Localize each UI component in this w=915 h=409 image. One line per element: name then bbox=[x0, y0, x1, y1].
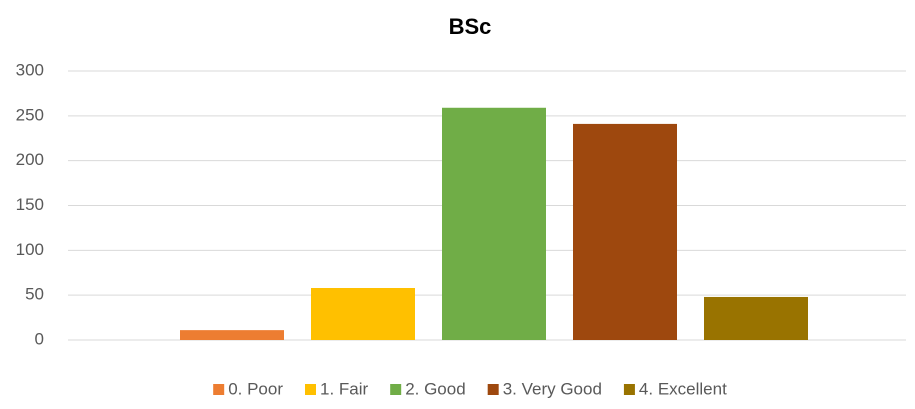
chart-title: BSc bbox=[449, 14, 492, 39]
y-tick-label: 150 bbox=[16, 195, 44, 214]
legend: 0. Poor 1. Fair 2. Good 3. Very Good 4. Exce… bbox=[213, 379, 727, 398]
y-tick-label: 50 bbox=[25, 285, 44, 304]
legend-label: 3. Very Good bbox=[503, 379, 602, 398]
bar bbox=[704, 296, 808, 340]
bar bbox=[442, 107, 546, 340]
legend-item: 3. Very Good bbox=[487, 379, 602, 398]
legend-label: 4. Excellent bbox=[639, 379, 727, 398]
legend-label: 0. Poor bbox=[228, 379, 283, 398]
legend-swatch bbox=[213, 384, 225, 395]
bar bbox=[311, 287, 415, 340]
legend-item: 0. Poor bbox=[213, 379, 283, 398]
bar bbox=[573, 123, 677, 340]
legend-label: 1. Fair bbox=[320, 379, 369, 398]
legend-item: 1. Fair bbox=[305, 379, 369, 398]
y-tick-label: 200 bbox=[16, 150, 44, 169]
y-tick-label: 250 bbox=[16, 105, 44, 124]
legend-label: 2. Good bbox=[405, 379, 466, 398]
y-tick-label: 300 bbox=[16, 60, 44, 79]
legend-swatch bbox=[305, 384, 316, 395]
legend-swatch bbox=[623, 384, 635, 395]
bar bbox=[180, 330, 284, 340]
legend-item: 4. Excellent bbox=[623, 379, 727, 398]
legend-swatch bbox=[390, 384, 402, 395]
y-tick-label: 100 bbox=[16, 240, 44, 259]
y-tick-label: 0 bbox=[35, 329, 44, 348]
legend-item: 2. Good bbox=[390, 379, 466, 398]
legend-swatch bbox=[487, 384, 499, 395]
